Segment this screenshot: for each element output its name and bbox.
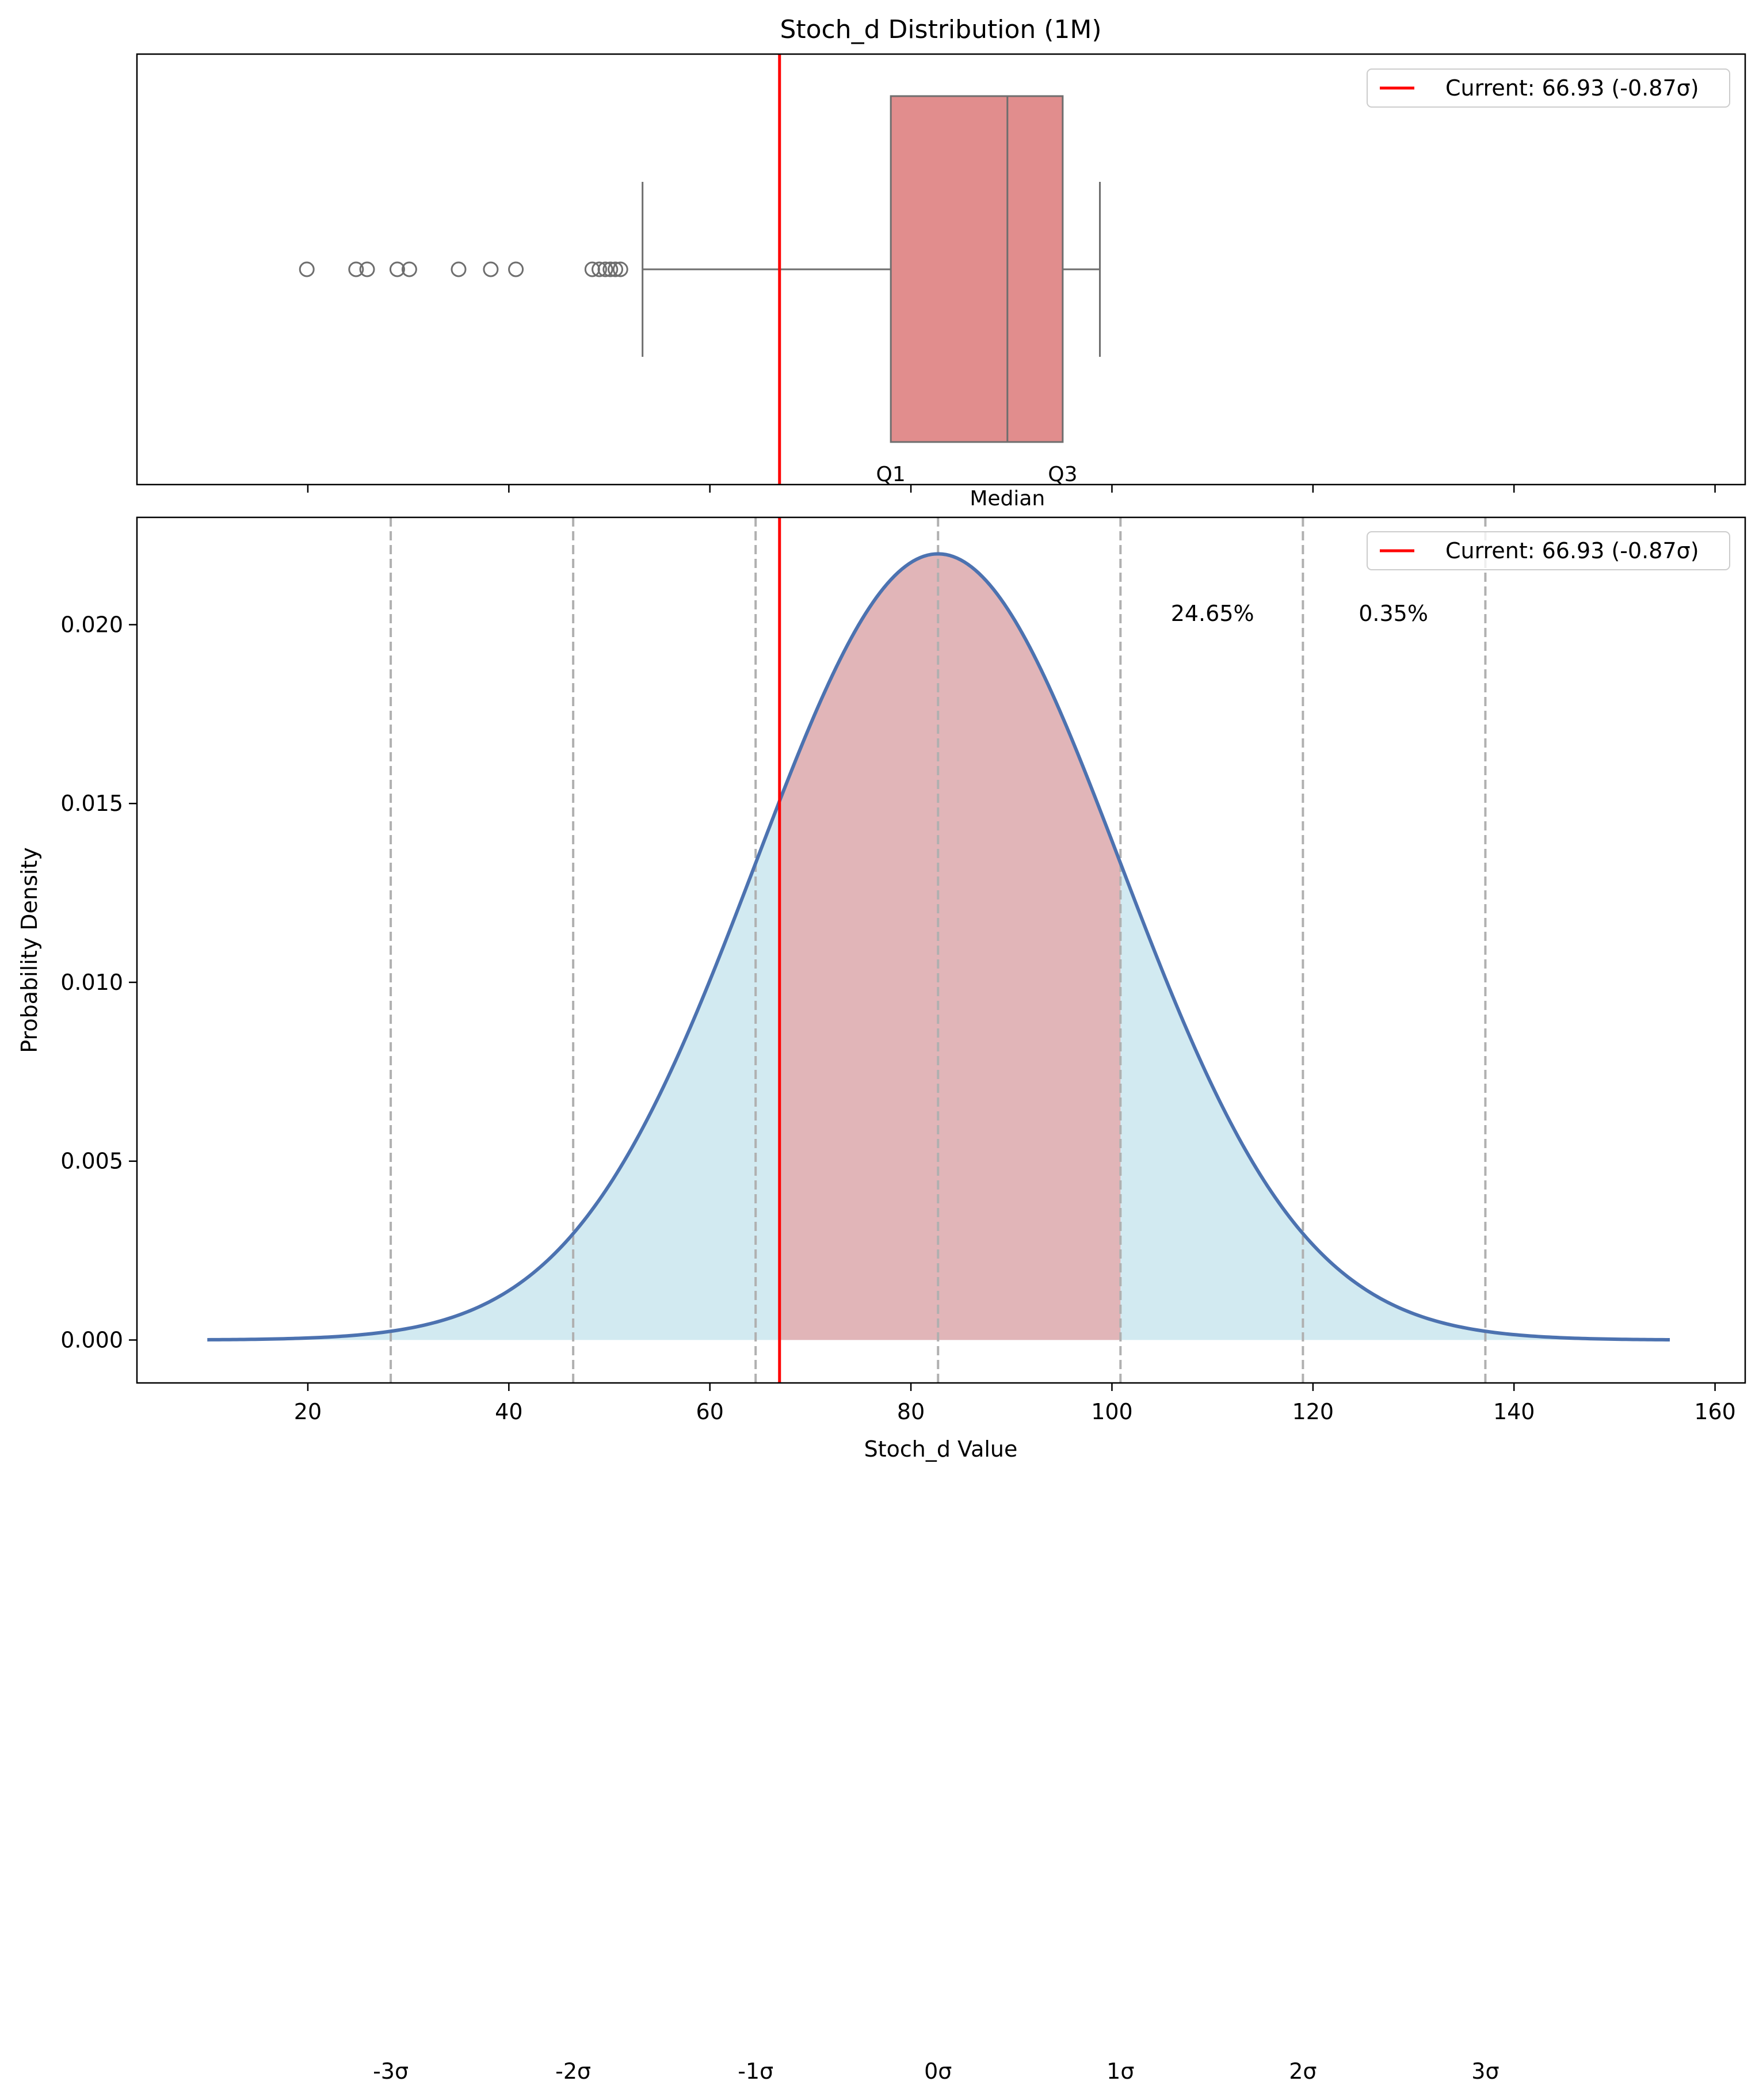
outlier-point [483, 261, 499, 277]
density-axes-frame [136, 516, 1746, 1384]
legend-frame [1367, 531, 1730, 570]
sigma-labels: -3σ -2σ -1σ 0σ 1σ 2σ 3σ [373, 2059, 1499, 2084]
boxplot-x-ticks [307, 485, 1716, 493]
x-axis-label: Stoch_d Value [864, 1436, 1018, 1462]
sigma-label: 3σ [1471, 2059, 1499, 2084]
density-legend: Current: 66.93 (-0.87σ) [1367, 531, 1730, 570]
q1-label: Q1 [876, 463, 906, 486]
sigma-label: 1σ [1106, 2059, 1134, 2084]
outlier-point [602, 261, 619, 277]
iqr-box [890, 95, 1064, 443]
y-axis-ticks: 0.000 0.005 0.010 0.015 0.020 [60, 612, 137, 1352]
x-tick-label: 120 [1292, 1399, 1334, 1424]
density-curve [207, 552, 1670, 1341]
y-tick-label: 0.015 [60, 791, 123, 816]
outlier-point [592, 261, 608, 277]
outlier-point [401, 261, 417, 277]
percentage-annotations: 24.65% 0.35% [1171, 601, 1428, 626]
outlier-point [451, 261, 467, 277]
boxplot-quartile-labels: Q1 Q3 Median [876, 463, 1078, 510]
legend-current-label: Current: 66.93 (-0.87σ) [1445, 538, 1699, 563]
outlier-point [612, 261, 628, 277]
median-label: Median [970, 487, 1045, 510]
x-tick-label: 140 [1493, 1399, 1535, 1424]
sigma-label: -2σ [555, 2059, 591, 2084]
outlier-point [348, 261, 364, 277]
boxplot-legend: Current: 66.93 (-0.87σ) [1367, 68, 1730, 108]
y-tick-label: 0.000 [60, 1327, 123, 1352]
boxplot-panel: Q1 Q3 Median Current: 66.93 (-0.87σ) [136, 53, 1746, 510]
outlier-point [359, 261, 375, 277]
sigma-label: -3σ [373, 2059, 409, 2084]
center-area-fill [779, 554, 1121, 1340]
sigma-lines [390, 517, 1487, 1383]
x-tick-label: 40 [495, 1399, 522, 1424]
sigma-label: 2σ [1289, 2059, 1317, 2084]
outlier-point [508, 261, 524, 277]
sigma-label: 0σ [924, 2059, 952, 2084]
outlier-point [389, 261, 405, 277]
x-tick-label: 60 [696, 1399, 724, 1424]
outlier-point [597, 261, 613, 277]
x-tick-label: 100 [1091, 1399, 1133, 1424]
y-tick-label: 0.020 [60, 612, 123, 637]
x-tick-label: 80 [897, 1399, 925, 1424]
boxplot-axes-frame [136, 53, 1746, 486]
legend-frame [1367, 68, 1730, 108]
y-tick-label: 0.005 [60, 1149, 123, 1174]
legend-current-label: Current: 66.93 (-0.87σ) [1445, 75, 1699, 101]
x-tick-label: 160 [1694, 1399, 1736, 1424]
percentage-annotation: 0.35% [1359, 601, 1428, 626]
boxplot [299, 95, 1101, 443]
chart-title: Stoch_d Distribution (1M) [780, 15, 1101, 44]
x-tick-label: 20 [294, 1399, 322, 1424]
outlier-point [608, 261, 624, 277]
density-panel: 24.65% 0.35% 20 40 60 80 100 120 140 160 0.0000.… [17, 516, 1746, 1462]
x-axis-ticks: 20 40 60 80 100 120 140 160 [294, 1383, 1736, 1424]
q3-label: Q3 [1048, 463, 1077, 486]
percentage-annotation: 24.65% [1171, 601, 1254, 626]
y-axis-label: Probability Density [17, 847, 42, 1053]
outlier-point [299, 261, 315, 277]
sigma-label: -1σ [738, 2059, 773, 2084]
y-tick-label: 0.010 [60, 970, 123, 995]
